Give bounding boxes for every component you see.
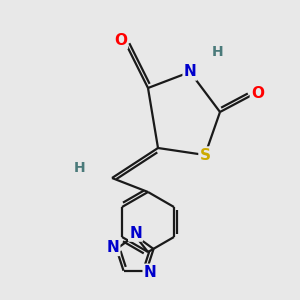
Text: H: H	[74, 161, 86, 175]
Text: S: S	[200, 148, 211, 163]
Text: N: N	[129, 226, 142, 241]
Text: H: H	[212, 45, 224, 59]
Text: O: O	[251, 86, 264, 101]
Text: O: O	[114, 33, 127, 48]
Text: N: N	[106, 240, 119, 255]
Text: N: N	[144, 265, 156, 280]
Text: N: N	[184, 64, 196, 80]
